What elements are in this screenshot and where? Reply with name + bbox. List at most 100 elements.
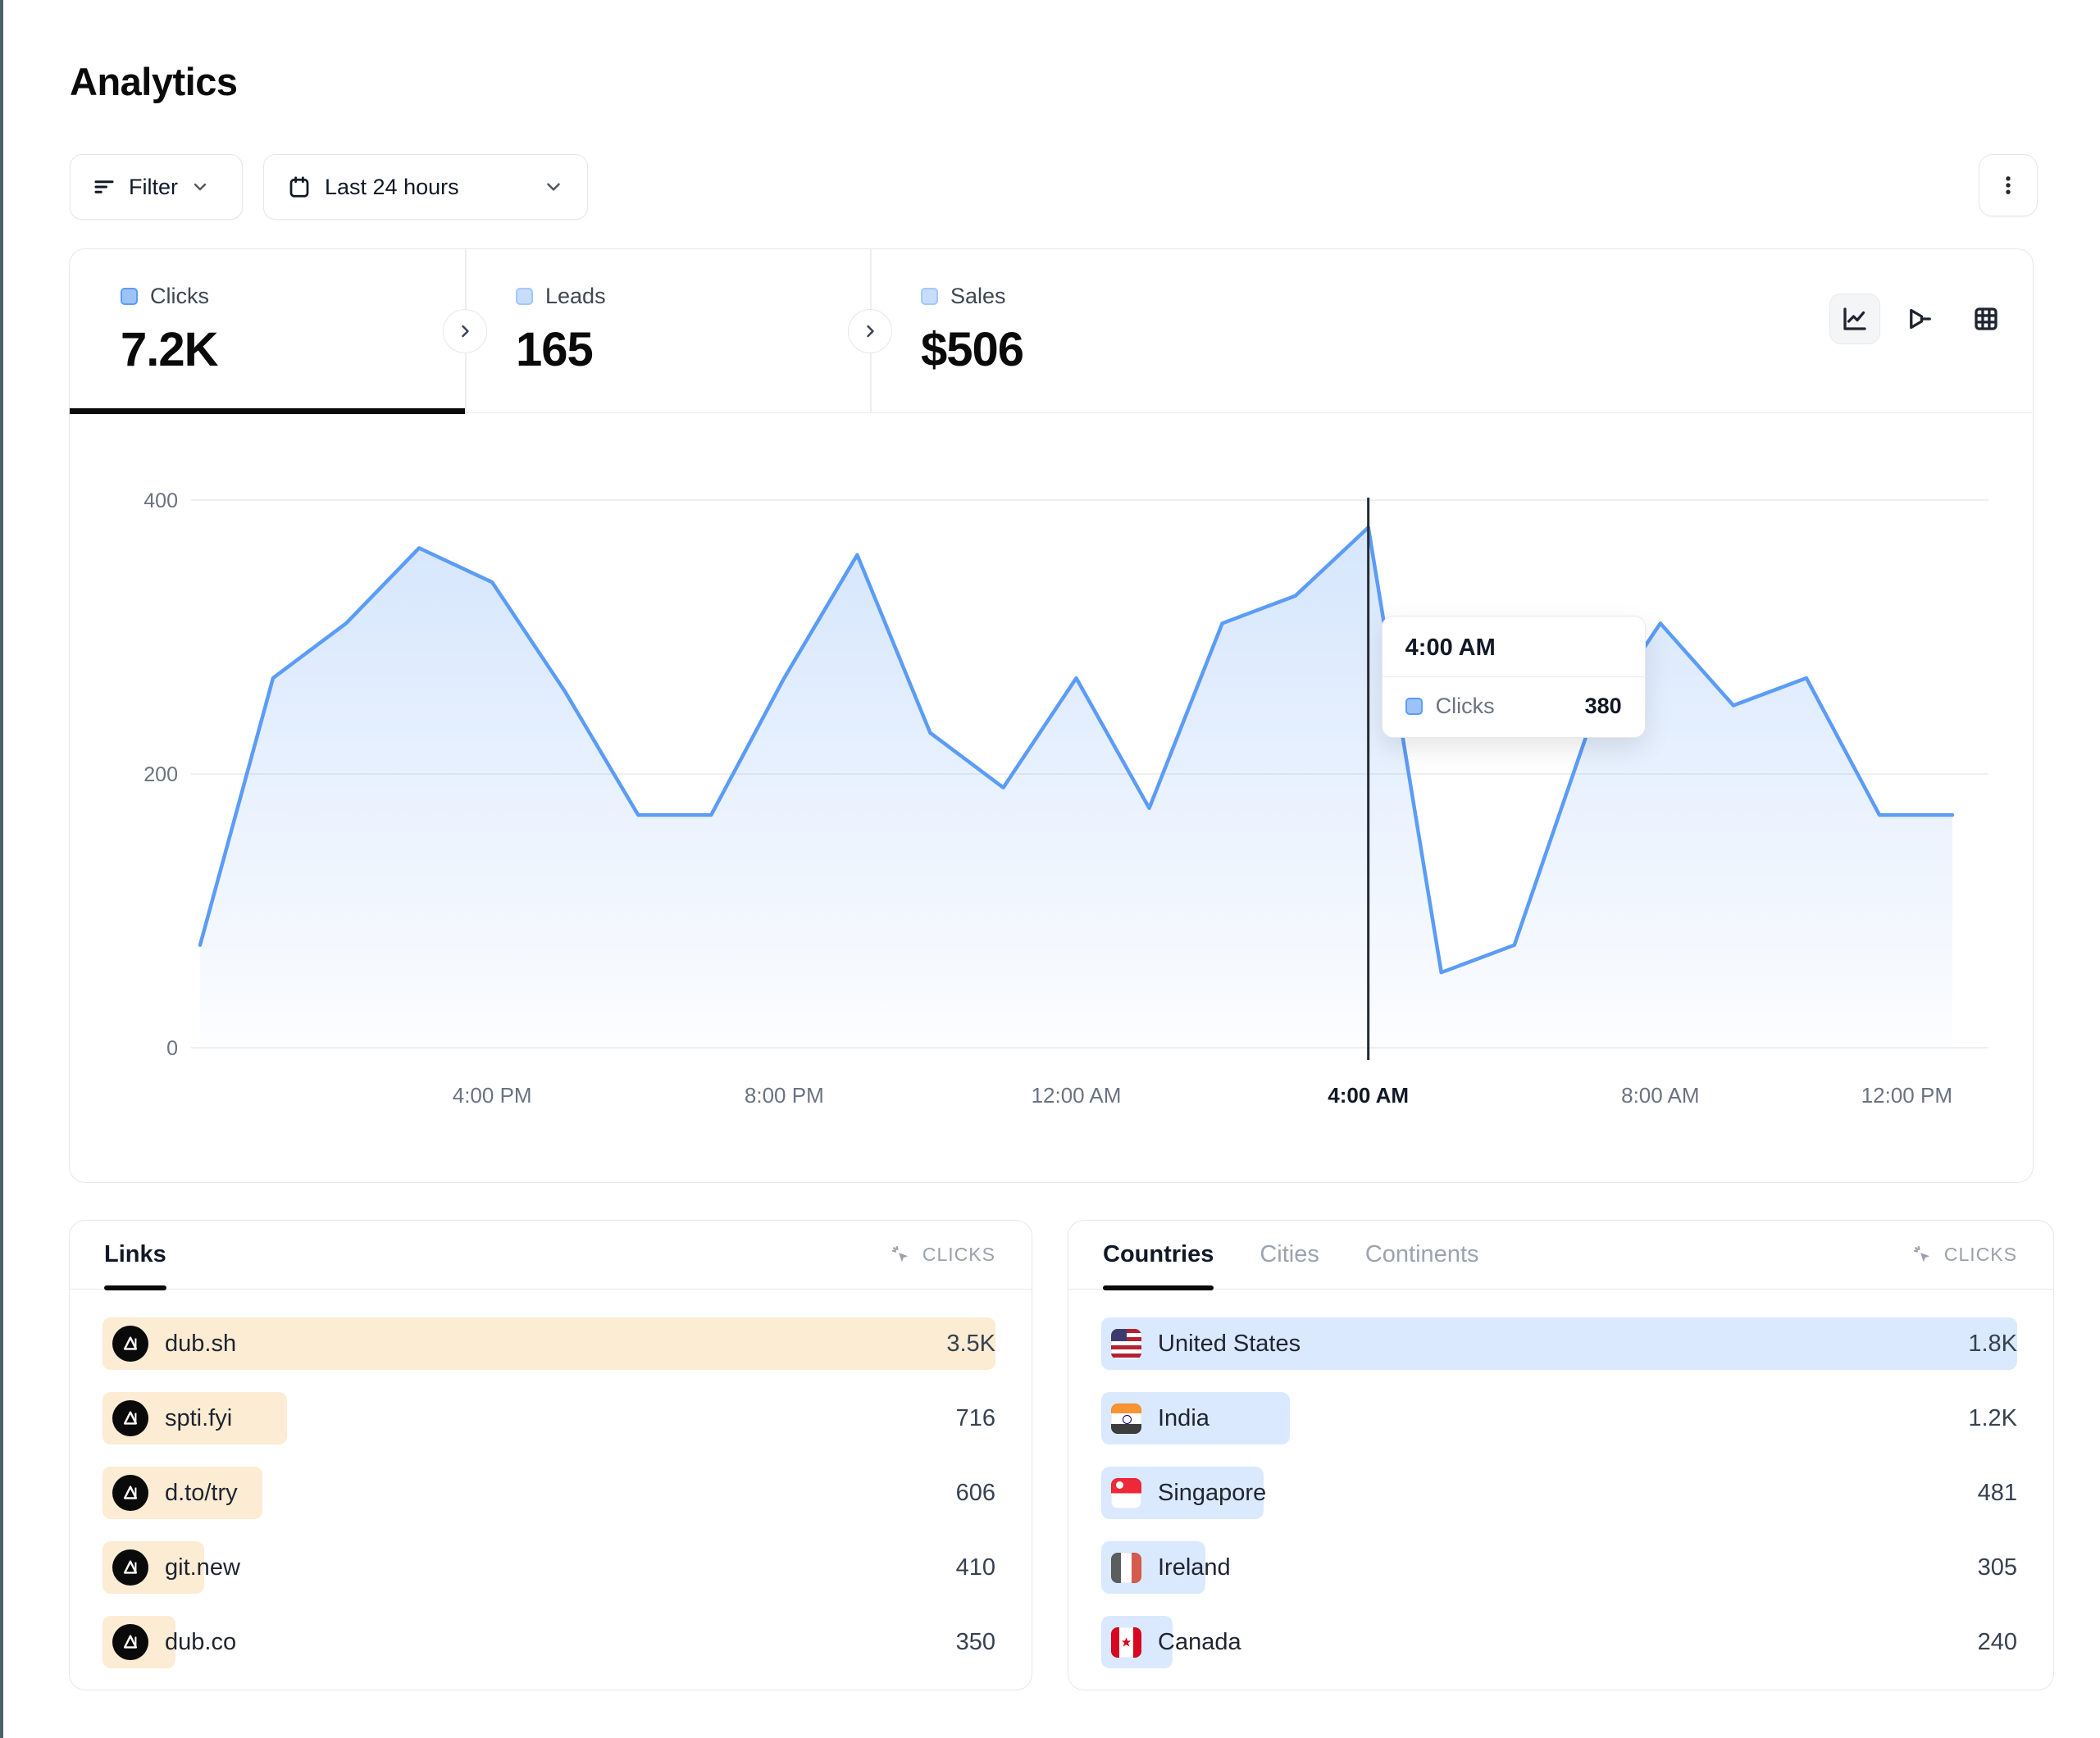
item-label: dub.co [165,1628,237,1655]
list-item[interactable]: dub.sh 3.5K [102,1317,995,1370]
link-favicon [112,1400,148,1436]
dub-favicon-icon [123,1635,138,1649]
stat-label: Leads [545,284,606,308]
next-metric-button[interactable] [848,309,892,353]
continents-tab-label: Continents [1364,1241,1479,1267]
list-item[interactable]: Canada 240 [1101,1616,2017,1668]
chevron-down-icon [543,176,564,198]
more-options-button[interactable] [1979,154,2038,216]
list-item[interactable]: git.new 410 [102,1541,995,1594]
value-bar [1101,1317,2017,1370]
x-axis-label: 8:00 PM [745,1083,824,1108]
link-favicon [112,1475,148,1511]
funnel-view-button[interactable] [1895,293,1946,344]
leads-legend-icon [516,288,533,305]
dub-favicon-icon [123,1485,138,1499]
ca-flag-icon [1111,1627,1141,1658]
list-item[interactable]: spti.fyi 716 [102,1392,995,1445]
ie-flag-icon [1111,1552,1141,1583]
item-label: Canada [1158,1628,1241,1655]
tooltip-value: 380 [1584,694,1622,718]
y-axis-label: 200 [143,763,178,786]
funnel-icon [1910,308,1931,330]
item-label: git.new [165,1554,240,1581]
page-title: Analytics [70,60,238,103]
analytics-card: Clicks 7.2K Leads 165 Sales $506 [69,248,2034,1183]
item-label: Ireland [1158,1554,1231,1581]
sales-legend-icon [921,288,938,305]
item-value: 1.2K [1968,1404,2017,1431]
tab-cities[interactable]: Cities [1260,1221,1319,1289]
countries-metric-header[interactable]: CLICKS [1911,1244,2017,1267]
y-axis-label: 400 [143,489,178,512]
item-value: 305 [1977,1554,2017,1581]
countries-tab-label: Countries [1103,1241,1214,1267]
kebab-menu-icon [1997,174,2020,197]
table-view-button[interactable] [1961,293,2011,344]
chart-tooltip: 4:00 AM Clicks 380 [1381,616,1646,738]
y-axis-labels: 0 200 400 [143,489,178,1060]
chart-type-switcher [1829,293,2011,344]
countries-panel: Countries Cities Continents CLICKS Unite… [1068,1220,2054,1690]
calendar-icon [287,175,312,199]
tab-countries[interactable]: Countries [1103,1221,1214,1290]
stat-tab-clicks[interactable]: Clicks 7.2K [70,249,465,414]
list-item[interactable]: dub.co 350 [102,1616,995,1668]
item-value: 1.8K [1968,1330,2017,1357]
filter-button[interactable]: Filter [70,154,243,220]
list-item[interactable]: Ireland 305 [1101,1541,2017,1594]
item-value: 410 [955,1554,995,1581]
in-flag-icon [1111,1403,1141,1434]
sg-flag-icon [1111,1477,1141,1508]
stat-tab-leads[interactable]: Leads 165 [465,249,870,412]
x-axis-labels: 4:00 PM 8:00 PM 12:00 AM 4:00 AM 8:00 AM 12:0… [453,1083,1952,1108]
dub-favicon-icon [123,1336,138,1350]
table-grid-icon [1975,307,1998,330]
date-range-label: Last 24 hours [325,174,459,199]
window-edge-stripe [0,0,3,1738]
cities-tab-label: Cities [1260,1241,1319,1267]
clicks-time-series-chart[interactable]: 0 200 400 4:00 PM 8:00 PM 12:00 AM 4:00 AM 8:0… [70,413,2034,1184]
line-chart-view-button[interactable] [1829,293,1880,344]
us-flag-icon [1111,1328,1141,1359]
y-axis-label: 0 [166,1037,178,1060]
tab-continents[interactable]: Continents [1365,1221,1479,1289]
line-chart-icon [1843,307,1866,330]
x-axis-label: 8:00 AM [1621,1083,1699,1108]
x-axis-label: 12:00 AM [1032,1083,1122,1108]
filter-icon [92,175,116,199]
tab-links[interactable]: Links [104,1221,166,1290]
list-item[interactable]: India 1.2K [1101,1392,2017,1445]
item-value: 716 [955,1404,995,1431]
next-metric-button[interactable] [443,309,487,353]
x-axis-label: 4:00 PM [453,1083,532,1108]
stat-label: Sales [950,284,1006,308]
chevron-right-icon [462,325,469,338]
x-axis-label: 12:00 PM [1861,1083,1952,1108]
link-favicon [112,1549,148,1586]
item-label: d.to/try [165,1479,238,1506]
stat-value: 165 [516,323,594,376]
cursor-click-icon [1911,1244,1934,1267]
item-label: United States [1158,1330,1301,1357]
metric-label: CLICKS [922,1244,995,1265]
tooltip-time-label: 4:00 AM [1382,616,1645,677]
list-item[interactable]: United States 1.8K [1101,1317,2017,1370]
item-label: dub.sh [165,1330,237,1357]
link-favicon [112,1624,148,1660]
item-value: 606 [955,1479,995,1506]
clicks-line [198,525,1955,975]
date-range-button[interactable]: Last 24 hours [263,154,588,220]
clicks-area-fill [200,527,1952,1048]
stat-label: Clicks [150,284,209,308]
item-label: India [1158,1404,1209,1431]
list-item[interactable]: Singapore 481 [1101,1467,2017,1519]
item-label: spti.fyi [165,1404,233,1431]
link-favicon [112,1326,148,1362]
links-metric-header[interactable]: CLICKS [890,1244,995,1267]
links-tab-label: Links [104,1241,166,1267]
clicks-legend-icon [121,288,138,305]
stat-tab-sales[interactable]: Sales $506 [870,249,2033,412]
list-item[interactable]: d.to/try 606 [102,1467,995,1519]
